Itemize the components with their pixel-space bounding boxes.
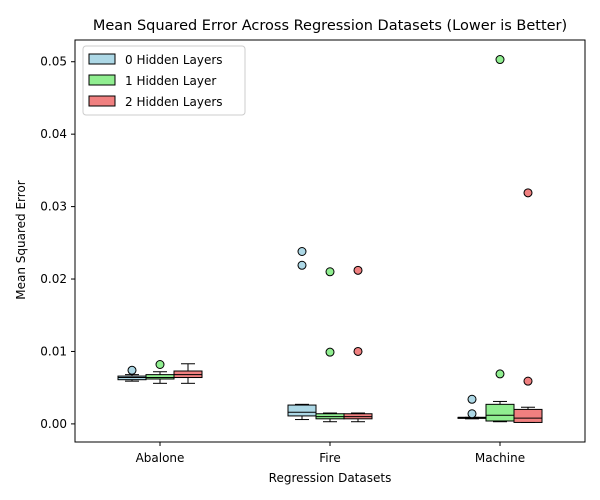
y-tick-label: 0.03 [40,200,67,214]
box [513,408,543,423]
outlier-point [127,365,137,375]
legend-label: 1 Hidden Layer [125,74,216,88]
y-tick-label: 0.01 [40,344,67,358]
y-axis-label: Mean Squared Error [14,180,28,300]
y-tick-label: 0.02 [40,272,67,286]
legend-label: 0 Hidden Layers [125,53,223,67]
y-tick-label: 0.00 [40,417,67,431]
outlier-point [325,347,335,357]
outlier-point [495,369,505,379]
legend-frame [82,45,246,116]
outlier-point [523,188,533,198]
legend-swatch [88,74,116,86]
outlier-point [523,376,533,386]
chart-title: Mean Squared Error Across Regression Dat… [93,18,567,34]
x-tick-label: Machine [475,451,525,465]
legend-swatch [88,95,116,107]
outlier-point [353,346,363,356]
outlier-point [353,265,363,275]
plot-area: 0.00 0.01 0.02 0.03 0.04 0.05 Abalone Fire Machi… [40,39,586,465]
outlier-point [467,394,477,404]
y-tick-label: 0.05 [40,55,67,69]
box [485,403,515,422]
box [145,374,175,380]
legend-label: 2 Hidden Layers [125,95,223,109]
legend: 0 Hidden Layers 1 Hidden Layer 2 Hidden La… [82,45,246,116]
x-tick-label: Fire [319,451,340,465]
outlier-point [325,267,335,277]
outlier-point [495,55,505,65]
legend-swatch [88,53,116,65]
outlier-point [297,247,307,257]
y-tick-label: 0.04 [40,127,67,141]
box [287,404,317,417]
outlier-point [467,409,477,419]
outlier-point [297,260,307,270]
x-axis-label: Regression Datasets [269,471,392,485]
outlier-point [155,359,165,369]
x-tick-label: Abalone [136,451,185,465]
